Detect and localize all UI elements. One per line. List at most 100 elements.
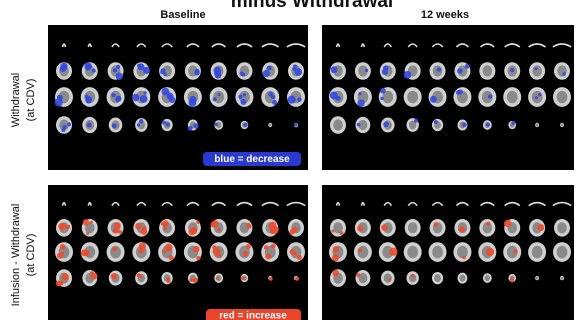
activation-blob xyxy=(537,224,544,231)
activation-blob xyxy=(196,221,199,224)
brain-slice-inner xyxy=(483,65,493,76)
activation-blob xyxy=(188,126,193,131)
brain-slice-inner xyxy=(407,246,418,259)
activation-blob xyxy=(411,274,414,277)
activation-blob xyxy=(217,228,220,231)
activation-blob xyxy=(161,68,166,73)
activation-blob xyxy=(62,273,69,280)
activation-blob xyxy=(238,95,242,99)
activation-blob xyxy=(269,277,273,281)
activation-blob xyxy=(214,123,217,126)
brain-slice-inner xyxy=(561,277,563,280)
activation-blob xyxy=(86,232,89,235)
legend-text: red = increase xyxy=(219,311,287,320)
brain-slice-inner xyxy=(269,124,271,127)
activation-blob xyxy=(382,69,388,75)
column-label: Baseline xyxy=(160,9,205,21)
activation-blob xyxy=(504,220,511,227)
brain-slice-inner xyxy=(536,124,538,127)
activation-blob xyxy=(166,122,170,126)
activation-blob xyxy=(135,223,141,229)
activation-blob xyxy=(380,88,386,94)
activation-blob xyxy=(293,67,297,71)
brain-slice-inner xyxy=(408,222,418,233)
activation-blob xyxy=(217,93,220,96)
activation-blob xyxy=(357,99,364,106)
brain-slice-inner xyxy=(384,273,392,283)
brain-slice-inner xyxy=(407,91,418,104)
activation-blob xyxy=(340,231,344,235)
activation-blob xyxy=(86,96,92,102)
figure: minus Withdrawal Baseline 12 weeks Withd… xyxy=(0,0,576,320)
activation-blob xyxy=(291,227,297,233)
activation-blob xyxy=(271,226,278,233)
activation-blob xyxy=(535,96,538,99)
brain-slice-inner xyxy=(432,246,443,259)
activation-blob xyxy=(84,63,91,70)
activation-blob xyxy=(67,122,71,126)
activation-blob xyxy=(263,70,270,77)
activation-blob xyxy=(113,68,117,72)
activation-blob xyxy=(118,230,122,234)
activation-blob xyxy=(246,223,250,227)
activation-blob xyxy=(193,246,200,253)
activation-blob xyxy=(83,219,90,226)
activation-blob xyxy=(161,222,164,225)
activation-blob xyxy=(116,65,120,69)
brain-slice-inner xyxy=(557,222,567,233)
activation-blob xyxy=(332,270,339,277)
activation-blob xyxy=(357,225,363,231)
activation-blob xyxy=(116,73,123,80)
activation-blob xyxy=(193,123,198,128)
row-label-line: Withdrawal xyxy=(10,73,22,127)
activation-blob xyxy=(87,122,92,127)
activation-blob xyxy=(243,93,246,96)
brain-slice-inner xyxy=(434,274,441,282)
activation-blob xyxy=(212,245,216,249)
activation-blob xyxy=(169,255,174,260)
activation-blob xyxy=(356,273,360,277)
activation-blob xyxy=(164,226,167,229)
activation-blob xyxy=(141,228,148,235)
row-label: Withdrawal (at CDV) xyxy=(10,73,37,127)
activation-blob xyxy=(510,278,514,282)
activation-blob xyxy=(162,250,165,253)
activation-blob xyxy=(213,97,217,101)
activation-blob xyxy=(169,97,175,103)
activation-blob xyxy=(55,98,63,106)
activation-blob xyxy=(137,64,141,68)
activation-blob xyxy=(357,123,361,127)
activation-blob xyxy=(331,66,338,73)
activation-blob xyxy=(486,122,490,126)
activation-blob xyxy=(60,252,63,255)
activation-blob xyxy=(114,222,121,229)
activation-blob xyxy=(437,67,441,71)
activation-blob xyxy=(112,247,117,252)
activation-blob xyxy=(241,276,245,280)
figure-title: minus Withdrawal xyxy=(231,0,393,12)
activation-blob xyxy=(380,97,384,101)
activation-blob xyxy=(90,271,94,275)
activation-blob xyxy=(112,123,117,128)
activation-blob xyxy=(92,69,96,73)
activation-blob xyxy=(216,253,221,258)
activation-blob xyxy=(333,246,339,252)
activation-blob xyxy=(434,120,438,124)
brain-slice-inner xyxy=(485,275,490,281)
activation-blob xyxy=(216,277,219,280)
activation-blob xyxy=(165,244,173,252)
activation-blob xyxy=(264,245,269,250)
activation-blob xyxy=(192,278,197,283)
activation-blob xyxy=(189,279,192,282)
activation-blob xyxy=(246,244,251,249)
brain-slice-inner xyxy=(459,275,465,282)
activation-blob xyxy=(81,249,88,256)
activation-blob xyxy=(430,96,437,103)
brain-slice-inner xyxy=(536,277,538,280)
activation-blob xyxy=(132,94,139,101)
activation-blob xyxy=(562,72,565,75)
activation-blob xyxy=(240,99,246,105)
activation-blob xyxy=(144,91,147,94)
activation-blob xyxy=(65,224,70,229)
activation-blob xyxy=(189,229,195,235)
